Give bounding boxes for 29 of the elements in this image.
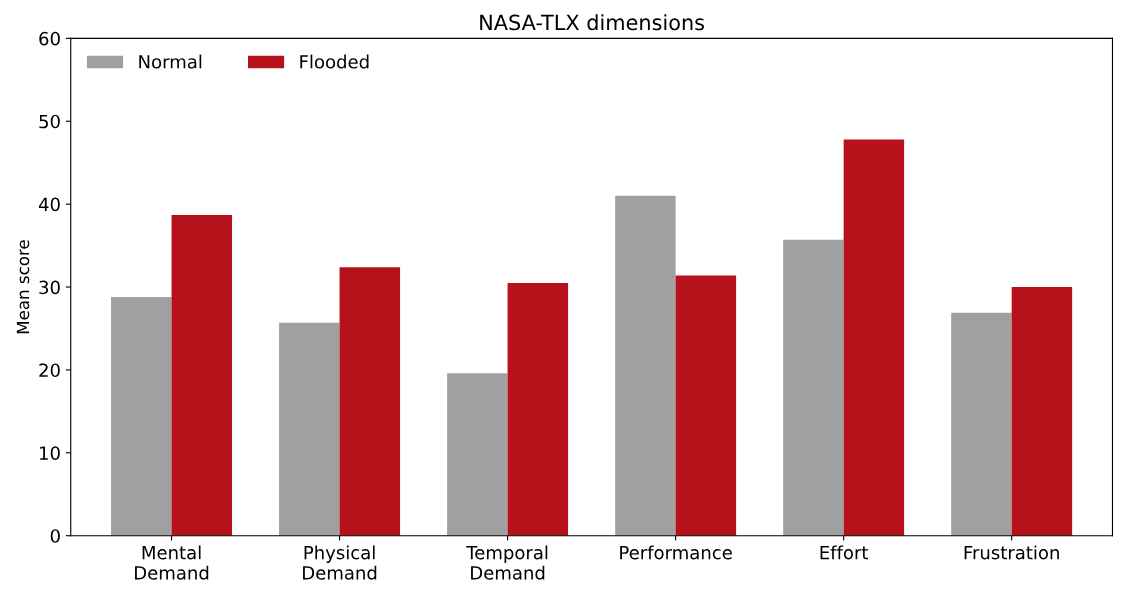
bar — [339, 267, 401, 536]
y-axis-title: Mean score — [16, 240, 30, 334]
x-tick-label: Effort — [820, 545, 869, 560]
y-tick-label: 0 — [50, 529, 60, 543]
x-tick-label: Performance — [620, 545, 732, 560]
y-tick-label: 40 — [38, 197, 60, 212]
legend-label: Normal — [139, 54, 202, 69]
x-tick-label: Temporal Demand — [466, 545, 548, 580]
y-tick-label: 20 — [39, 363, 60, 378]
bar — [171, 214, 233, 536]
bar — [675, 275, 737, 536]
chart-title: NASA-TLX dimensions — [480, 14, 705, 31]
bar — [615, 195, 676, 536]
bar — [843, 139, 905, 536]
y-tick-label: 10 — [40, 446, 60, 460]
x-tick-label: Mental Demand — [135, 545, 209, 580]
legend-label: Flooded — [300, 54, 369, 69]
y-tick-label: 30 — [39, 280, 60, 295]
bar — [951, 312, 1012, 536]
bar — [783, 239, 844, 536]
bar — [507, 282, 569, 536]
x-tick-label: Frustration — [964, 545, 1059, 560]
bar — [279, 322, 340, 536]
bar — [1011, 287, 1073, 536]
bar — [111, 296, 172, 536]
x-tick-label: Physical Demand — [303, 545, 377, 580]
y-tick-label: 60 — [39, 31, 60, 46]
y-tick-label: 50 — [39, 114, 60, 129]
bar — [447, 373, 508, 536]
